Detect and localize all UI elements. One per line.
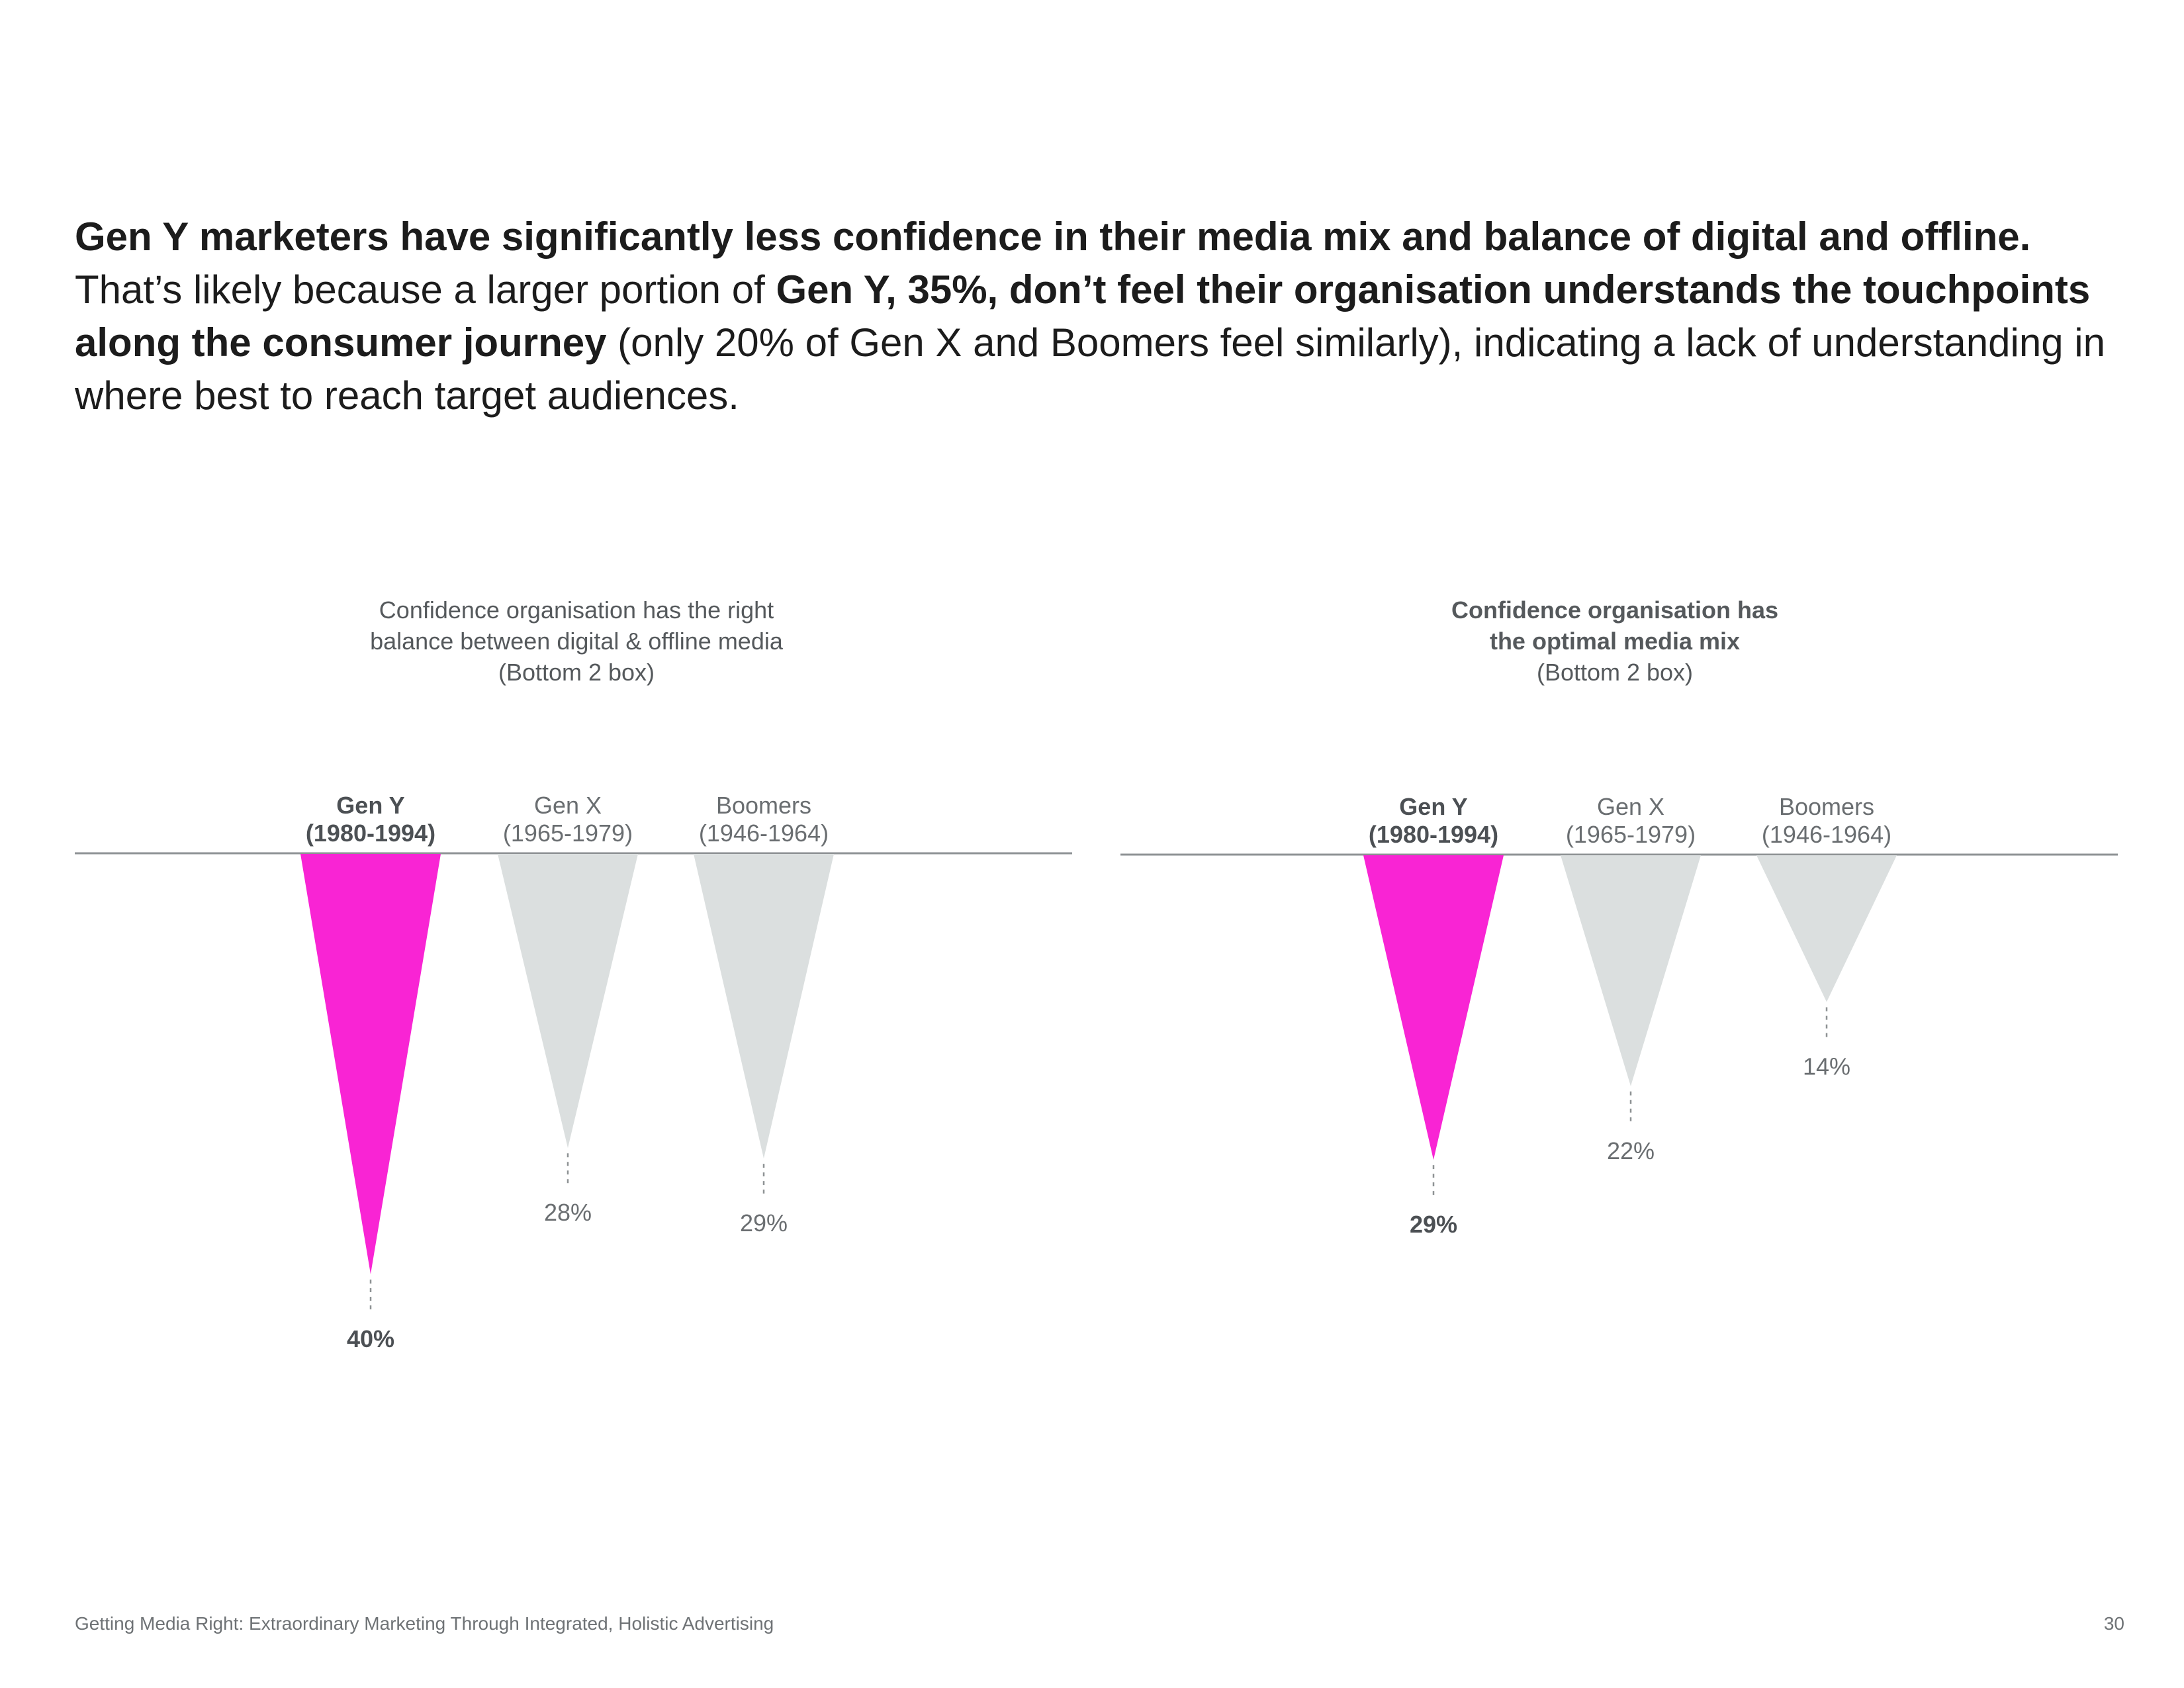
chart-1-value-label: 28% <box>544 1199 592 1226</box>
chart-2-category-label: Boomers <box>1779 793 1874 820</box>
chart-1-triangle-gen-x <box>498 854 638 1149</box>
chart-1-value-label: 40% <box>347 1325 394 1352</box>
chart-1-triangle-boomers <box>694 854 834 1159</box>
chart-1-subtitle: (Bottom 2 box) <box>498 659 655 686</box>
chart-2-category-years: (1965-1979) <box>1566 821 1696 848</box>
chart-1-title-line-2: balance between digital & offline media <box>370 628 783 655</box>
page-number: 30 <box>2103 1613 2124 1634</box>
chart-1-category-years: (1965-1979) <box>503 820 633 847</box>
chart-2-category-years: (1946-1964) <box>1762 821 1891 848</box>
chart-2-subtitle: (Bottom 2 box) <box>1536 659 1694 686</box>
headline-text-1: That’s likely because a larger portion o… <box>75 267 776 312</box>
chart-2-title-line-1: Confidence organisation has <box>1451 596 1779 624</box>
chart-2-triangle-gen-y <box>1363 855 1504 1160</box>
chart-2-value-label: 22% <box>1607 1137 1655 1164</box>
headline-bold-2: Gen Y, 35%, don’t feel their organisatio… <box>75 267 2091 365</box>
chart-2-category-years: (1980-1994) <box>1369 821 1498 848</box>
chart-2-title: Confidence organisation has the optimal … <box>1317 594 1913 688</box>
chart-2-triangle-gen-x <box>1561 855 1701 1086</box>
chart-1-value-label: 29% <box>740 1209 788 1237</box>
chart-2-title-line-2: the optimal media mix <box>1489 628 1741 655</box>
chart-1-category-label: Boomers <box>716 792 811 819</box>
chart-1-title-line-1: Confidence organisation has the right <box>379 596 774 624</box>
chart-1-title: Confidence organisation has the right ba… <box>279 594 874 688</box>
chart-1-category-years: (1946-1964) <box>699 820 829 847</box>
chart-1-category-label: Gen X <box>534 792 602 819</box>
chart-1-category-years: (1980-1994) <box>306 820 435 847</box>
chart-2-triangle-boomers <box>1756 855 1897 1002</box>
chart-2-category-label: Gen Y <box>1399 793 1467 820</box>
headline: Gen Y marketers have significantly less … <box>75 211 2126 422</box>
chart-2-category-label: Gen X <box>1597 793 1664 820</box>
footer-text: Getting Media Right: Extraordinary Marke… <box>75 1613 774 1634</box>
chart-2-value-label: 14% <box>1803 1053 1850 1080</box>
headline-text-2: (only 20% of Gen X and Boomers feel simi… <box>75 320 2105 418</box>
chart-1-triangle-gen-y <box>300 854 441 1274</box>
chart-2-value-label: 29% <box>1410 1211 1457 1238</box>
headline-bold-1: Gen Y marketers have significantly less … <box>75 214 2031 259</box>
chart-1-category-label: Gen Y <box>336 792 404 819</box>
